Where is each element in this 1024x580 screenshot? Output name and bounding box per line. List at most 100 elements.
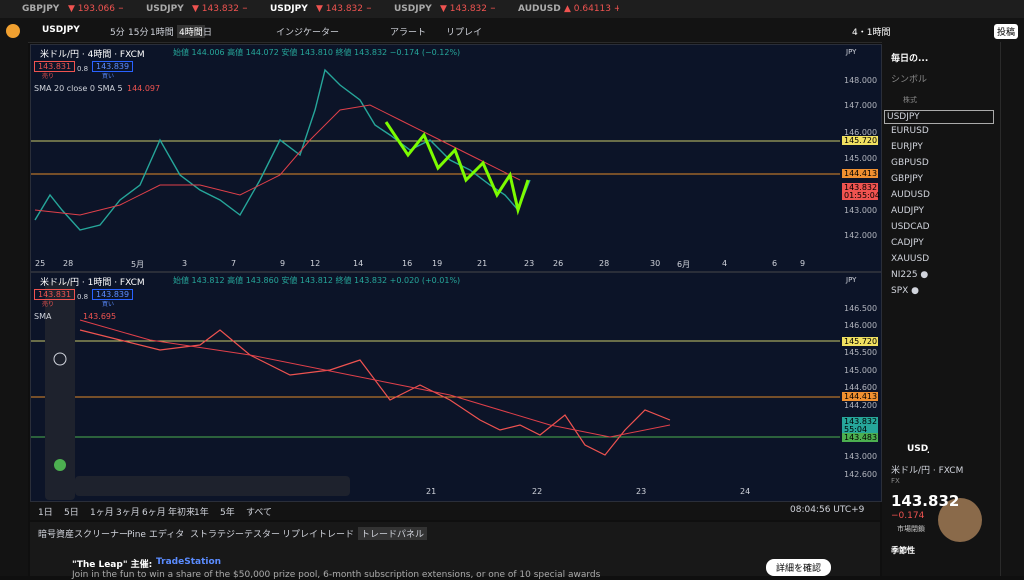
sma-value: 144.097 [127, 84, 161, 93]
detail-symbol: USDJPY [907, 444, 929, 454]
layout-name[interactable]: 4・1時間 [852, 28, 891, 38]
indicators-button[interactable]: インジケーター [276, 28, 340, 38]
price-label: 145.000 [844, 366, 878, 375]
tab-symbol[interactable]: GBPJPY [22, 4, 60, 14]
sma-label: SMA [34, 312, 52, 321]
symbol-row[interactable]: CADJPY [891, 238, 924, 248]
ad-button[interactable]: 詳細を確認 [766, 559, 832, 576]
clock: 08:04:56 UTC+9 [790, 505, 865, 515]
panel-tab[interactable]: Pine エディタ [127, 530, 185, 540]
panel-tab[interactable]: リプレイトレード [282, 530, 355, 540]
symbol-row[interactable]: EURJPY [891, 142, 923, 152]
range-button[interactable]: 1日 [38, 508, 53, 518]
sma-line [34, 104, 521, 216]
tab-symbol[interactable]: AUDUSD [518, 4, 561, 14]
sell-price[interactable]: 143.831 [34, 289, 76, 300]
avatar[interactable] [6, 24, 20, 38]
range-button[interactable]: 5日 [64, 508, 79, 518]
time-label: 12 [310, 259, 321, 268]
alert-button[interactable]: アラート [390, 28, 427, 38]
symbol-row[interactable]: XAUUSD [891, 254, 930, 264]
symbol-row[interactable]: EURUSD [891, 126, 929, 136]
time-label: 6月 [677, 260, 691, 269]
price-label: 148.000 [844, 76, 878, 85]
bottom-panel [30, 522, 880, 576]
price-label: 145.000 [844, 154, 878, 163]
tab-symbol[interactable]: USDJPY [146, 4, 184, 14]
price-label: 145.720 [842, 337, 878, 346]
spread: 0.8 [77, 293, 89, 301]
range-button[interactable]: 1年 [194, 508, 209, 518]
interval[interactable]: 4時間 [177, 25, 205, 38]
sma-value: 143.695 [83, 312, 117, 321]
price-label: 145.500 [844, 348, 878, 357]
panel-tab[interactable]: 暗号資産スクリーナー [38, 530, 129, 540]
sell-price[interactable]: 143.831 [34, 61, 76, 72]
symbol-search[interactable]: USDJPY [42, 25, 80, 35]
tab-quote[interactable]: ▲ 0.64113 +0.0 [564, 4, 619, 14]
symbol-row[interactable]: GBPJPY [891, 174, 923, 184]
time-label: 23 [636, 487, 647, 496]
chart-title: 米ドル/円 · 1時間 · FXCM [40, 278, 145, 288]
interval[interactable]: 日 [203, 28, 213, 38]
time-label: 22 [532, 487, 543, 496]
price-label: 147.000 [844, 101, 878, 110]
tab-quote[interactable]: ▼ 193.066 −0.0 [68, 4, 123, 14]
chart-pane [30, 44, 882, 272]
buy-price[interactable]: 143.839 [92, 61, 134, 72]
symbol-row[interactable]: USDJPY [884, 110, 994, 124]
range-button[interactable]: 6ヶ月 [142, 508, 166, 518]
price-label: 144.413 [842, 392, 878, 401]
time-label: 26 [553, 259, 564, 268]
range-button[interactable]: 1ヶ月 [90, 508, 114, 518]
tab-quote[interactable]: ▼ 143.832 −0.174 [316, 4, 371, 14]
chart-pane [30, 272, 882, 502]
detail-type: FX [891, 477, 900, 485]
publish-button[interactable]: 投稿 [994, 24, 1019, 39]
time-label: 23 [524, 259, 535, 268]
symbol-row[interactable]: SPX ● [891, 286, 920, 296]
price-line [34, 68, 531, 231]
symbol-row[interactable]: GBPUSD [891, 158, 929, 168]
play-tool[interactable] [54, 459, 66, 471]
chart-title: 米ドル/円 · 4時間 · FXCM [40, 50, 145, 60]
price-label: 142.000 [844, 231, 878, 240]
symbol-row[interactable]: AUDUSD [891, 190, 930, 200]
tab-quote[interactable]: ▼ 143.832 −0.1 [440, 4, 495, 14]
ohlc: 始値 144.006 高値 144.072 安値 143.810 終値 143.… [173, 48, 461, 57]
drawing-tools[interactable] [75, 476, 350, 496]
symbol-row[interactable]: USDCAD [891, 222, 930, 232]
panel-tab[interactable]: ストラテジーテスター [190, 530, 281, 540]
range-button[interactable]: 3ヶ月 [116, 508, 140, 518]
interval[interactable]: 1時間 [150, 28, 174, 38]
time-label: 4 [722, 259, 728, 268]
price-label: 143.483 [842, 433, 878, 442]
circle-tool[interactable] [53, 352, 67, 366]
drawing-toolbar[interactable] [45, 282, 75, 500]
symbol-row[interactable]: AUDJPY [891, 206, 925, 216]
mascot [938, 498, 982, 542]
price-label: 146.000 [844, 128, 878, 137]
tab-quote[interactable]: ▼ 143.832 −0.1 [192, 4, 247, 14]
replay-button[interactable]: リプレイ [446, 28, 483, 38]
range-button[interactable]: すべて [246, 508, 273, 518]
range-button[interactable]: 年初来 [168, 508, 196, 518]
time-label: 5月 [131, 260, 145, 269]
time-label: 21 [426, 487, 437, 496]
time-label: 28 [599, 259, 610, 268]
symbol-row[interactable]: NI225 ● [891, 270, 929, 280]
tab-symbol[interactable]: USDJPY [270, 4, 308, 14]
tab-symbol[interactable]: USDJPY [394, 4, 432, 14]
buy-price[interactable]: 143.839 [92, 289, 134, 300]
panel-tab[interactable]: トレードパネル [358, 527, 428, 540]
interval[interactable]: 5分 [110, 28, 125, 38]
currency: JPY [846, 48, 857, 56]
time-label: 16 [402, 259, 413, 268]
watchlist [882, 42, 1000, 576]
interval[interactable]: 15分 [128, 28, 149, 38]
range-button[interactable]: 5年 [220, 508, 235, 518]
watchlist-title[interactable]: 毎日の... [891, 54, 929, 64]
time-label: 14 [353, 259, 364, 268]
